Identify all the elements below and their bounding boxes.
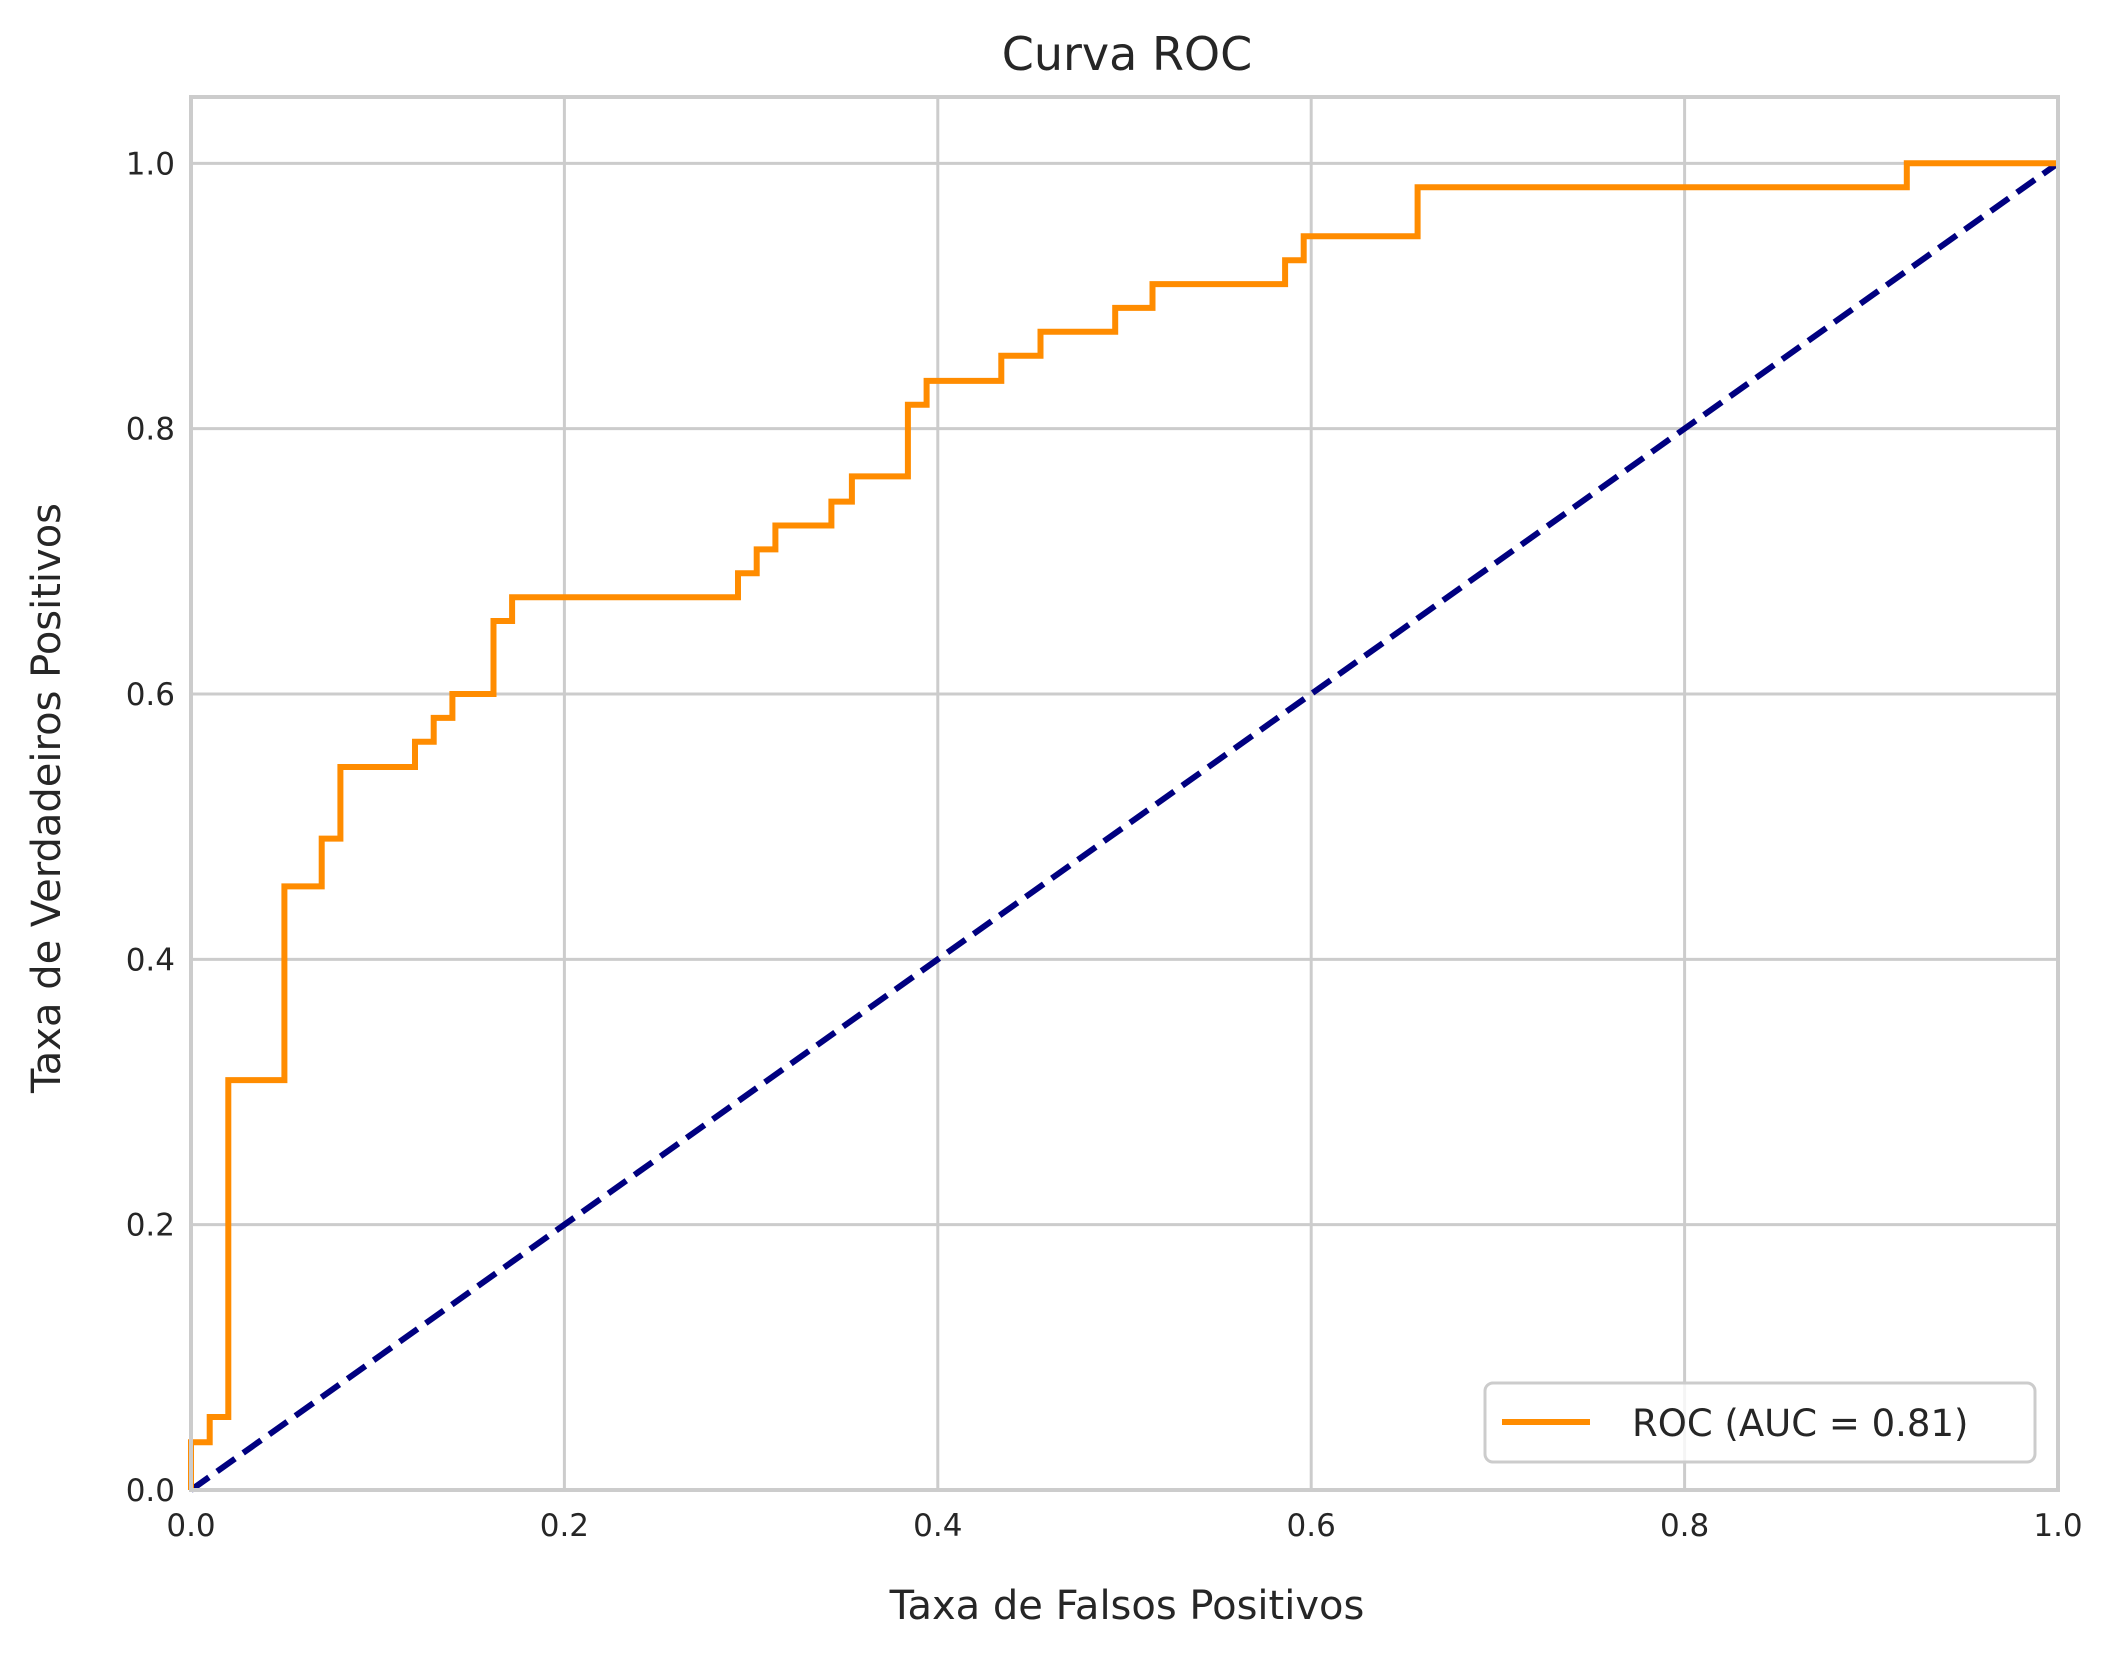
legend-box (1483, 1381, 2037, 1464)
x-tick-label: 0.4 (913, 1508, 962, 1544)
legend-label-roc: ROC (AUC = 0.81) (1632, 1402, 1968, 1445)
chart-title: Curva ROC (1002, 27, 1253, 81)
y-tick-label: 0.4 (126, 942, 175, 978)
x-tick-label: 0.6 (1287, 1508, 1336, 1544)
x-tick-label: 0.0 (166, 1508, 215, 1544)
y-tick-label: 1.0 (126, 146, 175, 182)
x-tick-label: 1.0 (2033, 1508, 2082, 1544)
x-axis-label: Taxa de Falsos Positivos (889, 1583, 1365, 1629)
grid-lines (189, 97, 2060, 1492)
x-tick-label: 0.8 (1660, 1508, 1709, 1544)
y-tick-label: 0.6 (126, 677, 175, 713)
diagonal-reference-line (189, 160, 2060, 1493)
plot-frame (189, 95, 2060, 1492)
x-tick-label: 0.2 (540, 1508, 589, 1544)
y-tick-label: 0.8 (126, 412, 175, 448)
y-tick-label: 0.0 (126, 1473, 175, 1509)
y-tick-labels: 0.0 0.2 0.4 0.6 0.8 1.0 (126, 146, 175, 1509)
roc-curve-line (188, 160, 2058, 1490)
y-axis-label: Taxa de Verdadeiros Positivos (24, 503, 70, 1094)
legend: ROC (AUC = 0.81) (1483, 1381, 2037, 1464)
y-tick-label: 0.2 (126, 1208, 175, 1244)
series-layer (188, 160, 2060, 1493)
x-tick-labels: 0.0 0.2 0.4 0.6 0.8 1.0 (166, 1508, 2082, 1544)
